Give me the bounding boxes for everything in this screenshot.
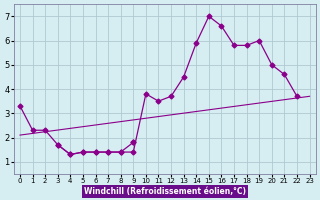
X-axis label: Windchill (Refroidissement éolien,°C): Windchill (Refroidissement éolien,°C) (84, 187, 246, 196)
